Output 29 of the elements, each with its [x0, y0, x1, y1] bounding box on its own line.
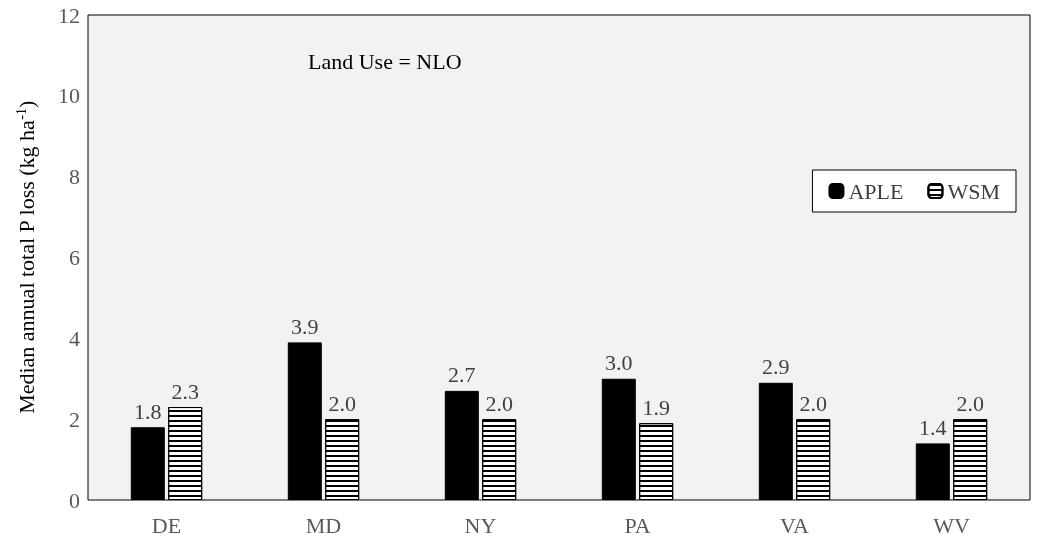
- y-tick-label: 8: [69, 164, 80, 190]
- data-label: 2.3: [171, 378, 199, 404]
- data-label: 1.8: [134, 398, 162, 424]
- x-tick-label: PA: [624, 512, 651, 538]
- x-tick-label: MD: [305, 512, 342, 538]
- y-axis-title: Median annual total P loss (kg ha-1): [13, 100, 39, 414]
- y-tick-label: 2: [69, 406, 80, 432]
- data-label: 2.0: [328, 390, 356, 416]
- x-tick-label: VA: [780, 512, 810, 538]
- data-label: 2.7: [448, 362, 476, 388]
- data-label: 2.0: [956, 390, 984, 416]
- x-tick-label: NY: [464, 512, 497, 538]
- data-label: 2.0: [799, 390, 827, 416]
- x-tick-label: WV: [933, 512, 970, 538]
- data-label: 1.9: [642, 394, 670, 420]
- y-tick-label: 0: [69, 487, 80, 513]
- data-label: 1.4: [919, 414, 947, 440]
- data-label: 2.9: [762, 354, 790, 380]
- y-tick-label: 12: [58, 2, 80, 28]
- legend-label: APLE: [848, 178, 904, 204]
- data-label: 2.0: [485, 390, 513, 416]
- annotation: Land Use = NLO: [308, 48, 462, 74]
- x-tick-label: DE: [151, 512, 182, 538]
- legend-label: WSM: [947, 178, 1000, 204]
- data-label: 3.0: [605, 350, 633, 376]
- y-tick-label: 4: [69, 325, 80, 351]
- data-label: 3.9: [291, 313, 319, 339]
- y-tick-label: 6: [69, 245, 80, 270]
- y-tick-label: 10: [58, 83, 80, 109]
